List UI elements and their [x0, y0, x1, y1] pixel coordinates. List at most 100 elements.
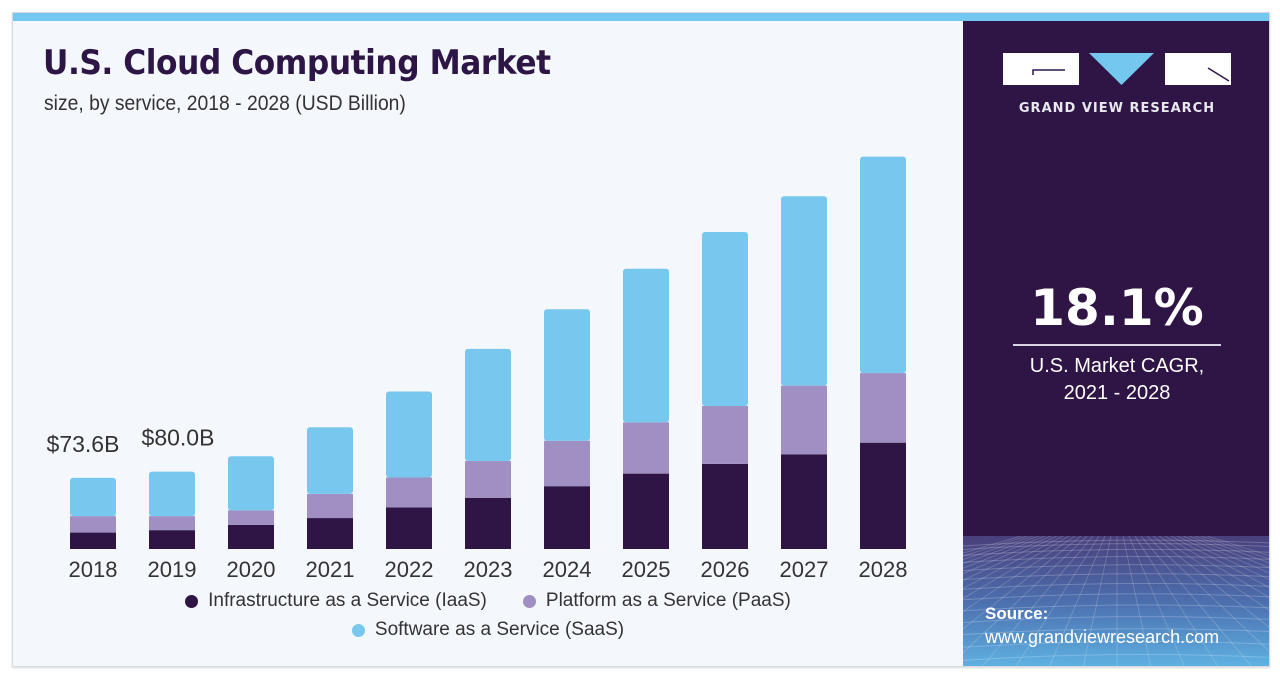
source-url[interactable]: www.grandviewresearch.com	[985, 627, 1220, 647]
grid-line	[963, 556, 1269, 563]
grid-line	[1176, 536, 1269, 580]
bar-segment-2026-saas	[702, 231, 748, 406]
grid-line	[963, 536, 1088, 654]
legend-item-saas: Software as a Service (SaaS)	[351, 619, 625, 641]
x-tick-label-2021: 2021	[306, 557, 355, 582]
grid-line	[963, 582, 1269, 590]
cagr-caption-line-2: 2021 - 2028	[1063, 382, 1171, 404]
grid-line	[963, 593, 1269, 601]
grid-line	[1015, 536, 1100, 666]
grid-line	[963, 536, 1052, 575]
grid-line	[963, 536, 1064, 589]
grid-line	[963, 539, 1269, 547]
x-tick-label-2028: 2028	[859, 557, 908, 582]
grid-line	[1194, 536, 1269, 564]
chart-subtitle: size, by service, 2018 - 2028 (USD Billi…	[44, 92, 406, 115]
bar-segment-2018-paas	[70, 516, 116, 533]
bar-segment-2027-saas	[781, 196, 827, 386]
chart-card: U.S. Cloud Computing Market size, by ser…	[12, 12, 1270, 667]
grid-line	[963, 573, 1269, 581]
grid-line	[963, 536, 1070, 600]
bar-segment-2024-paas	[544, 440, 590, 487]
bar-segment-2026-paas	[702, 405, 748, 464]
chart-title: U.S. Cloud Computing Market	[43, 43, 551, 83]
brand-name: GRAND VIEW RESEARCH	[1018, 101, 1216, 116]
bar-segment-2021-iaas	[307, 518, 353, 549]
legend-item-iaas: Infrastructure as a Service (IaaS)	[185, 590, 487, 612]
bar-segment-2020-paas	[228, 510, 274, 525]
legend-label-iaas: Infrastructure as a Service (IaaS)	[208, 590, 487, 611]
grid-line	[1128, 536, 1185, 666]
legend-label-paas: Platform as a Service (PaaS)	[545, 590, 791, 611]
legend-label-saas: Software as a Service (SaaS)	[374, 619, 625, 640]
grid-line	[982, 536, 1094, 666]
grid-line	[963, 536, 1058, 581]
x-tick-label-2025: 2025	[622, 557, 671, 582]
bar-segment-2018-iaas	[70, 532, 116, 549]
bar-segment-2027-paas	[781, 385, 827, 455]
bar-segment-2021-saas	[307, 427, 353, 494]
x-tick-label-2023: 2023	[464, 557, 513, 582]
bar-segment-2022-iaas	[386, 507, 432, 549]
bar-segment-2025-iaas	[623, 473, 669, 549]
bar-segment-2025-saas	[623, 268, 669, 423]
grid-line	[963, 604, 1269, 612]
bar-segment-2019-paas	[149, 516, 195, 531]
x-tick-label-2020: 2020	[227, 557, 276, 582]
bar-segment-2018-saas	[70, 477, 116, 517]
grid-line	[1182, 536, 1269, 574]
grid-line	[963, 536, 1076, 613]
bar-segment-2021-paas	[307, 493, 353, 519]
source-label: Source:	[985, 604, 1049, 623]
grid-line	[1134, 536, 1219, 666]
grid-line	[1082, 536, 1112, 666]
grid-line	[1146, 536, 1269, 652]
bar-segment-2025-paas	[623, 422, 669, 474]
data-label-2018: $73.6B	[47, 431, 120, 457]
x-tick-label-2026: 2026	[701, 557, 750, 582]
grid-line	[1152, 536, 1269, 628]
bar-segment-2027-iaas	[781, 454, 827, 549]
cagr-caption: U.S. Market CAGR, 2021 - 2028	[963, 353, 1269, 407]
grid-line	[1164, 536, 1269, 598]
grid-line	[963, 548, 1269, 556]
bar-segment-2026-iaas	[702, 463, 748, 549]
data-label-2019: $80.0B	[142, 425, 215, 451]
x-tick-label-2027: 2027	[780, 557, 829, 582]
grid-line	[1170, 536, 1269, 588]
legend-dot-paas	[522, 594, 536, 608]
legend-item-paas: Platform as a Service (PaaS)	[522, 590, 791, 612]
grid-line	[1200, 536, 1269, 560]
stacked-bar-chart: 2018 2019 2020 2021 2022 2023 2024 2025 2026 2027…	[47, 156, 908, 582]
bar-segment-2020-saas	[228, 456, 274, 511]
legend-row-1: Infrastructure as a Service (IaaS) Platf…	[13, 590, 963, 612]
bar-segment-2028-saas	[860, 156, 906, 374]
grid-line	[963, 543, 1269, 551]
grid-line	[1140, 536, 1252, 666]
bar-segment-2023-saas	[465, 348, 511, 462]
bar-segment-2023-paas	[465, 461, 511, 498]
grid-line	[963, 536, 1046, 569]
grid-line	[963, 536, 1082, 630]
legend-dot-iaas	[185, 594, 199, 608]
bars-group	[70, 156, 906, 549]
bar-segment-2022-paas	[386, 477, 432, 508]
bar-segment-2019-iaas	[149, 530, 195, 549]
grid-line	[1049, 536, 1106, 666]
x-tick-label-2019: 2019	[148, 557, 197, 582]
data-labels: $73.6B $80.0B	[47, 425, 215, 457]
grid-line	[963, 616, 1269, 623]
grid-line	[963, 564, 1269, 572]
grid-line	[1158, 536, 1269, 611]
info-side-panel: GRAND VIEW RESEARCH 18.1% U.S. Market CA…	[963, 21, 1269, 666]
bar-segment-2028-paas	[860, 373, 906, 443]
grid-line	[963, 628, 1269, 636]
grid-line	[963, 536, 1040, 565]
grid-line	[1122, 536, 1152, 666]
decorative-grid-background	[963, 536, 1269, 666]
grid-line	[963, 654, 1269, 661]
bar-segment-2019-saas	[149, 471, 195, 517]
legend-row-2: Software as a Service (SaaS)	[13, 619, 963, 641]
bar-segment-2024-saas	[544, 309, 590, 441]
accent-top-bar	[13, 13, 1269, 21]
